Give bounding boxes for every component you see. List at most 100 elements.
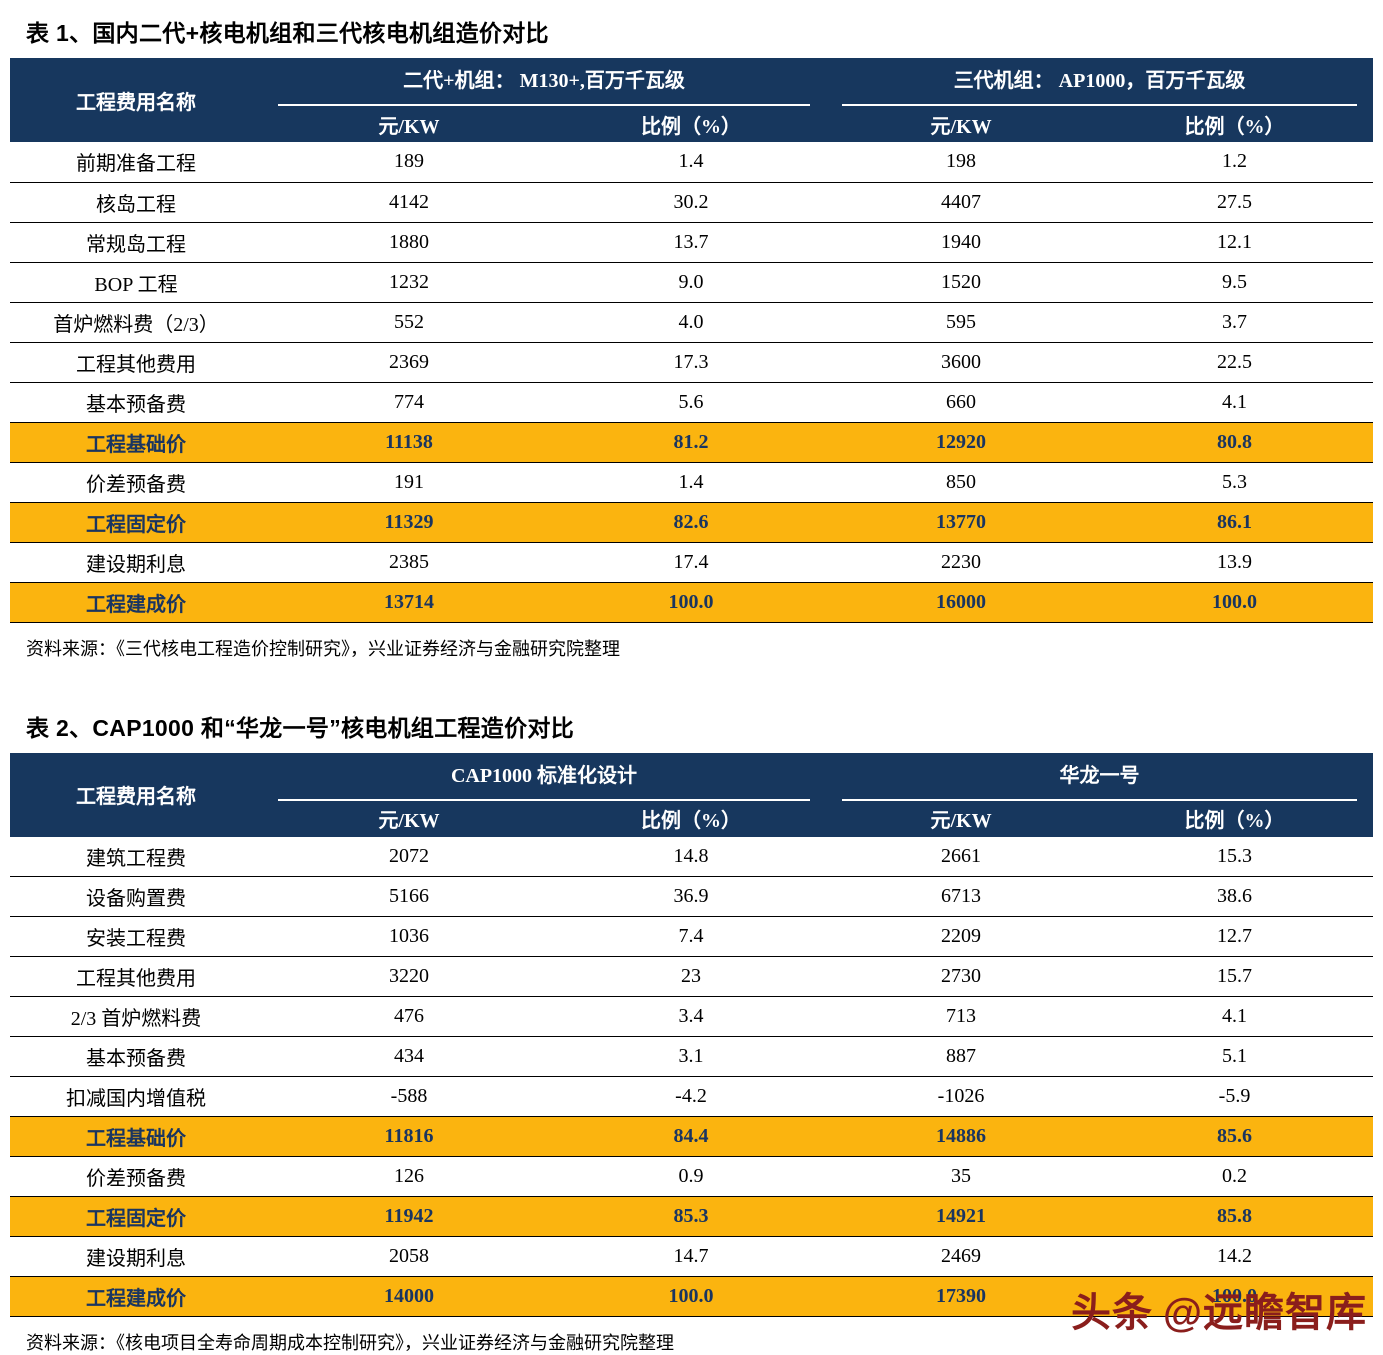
- row-label: 建设期利息: [10, 1236, 262, 1277]
- cell-value: 17.3: [556, 342, 827, 383]
- table-row: 建设期利息 2385 17.4 2230 13.9: [10, 542, 1374, 583]
- watermark-brand: 头条: [1070, 1291, 1153, 1335]
- cell-value: 3.7: [1096, 302, 1374, 343]
- table-row: 安装工程费 1036 7.4 2209 12.7: [10, 916, 1374, 957]
- summary-row: 工程基础价 11816 84.4 14886 85.6: [10, 1116, 1374, 1157]
- cell-value: 1036: [262, 916, 556, 957]
- cell-value: 13770: [826, 502, 1097, 543]
- table2-subheader-ratio2: 比例（%）: [1096, 800, 1374, 837]
- cell-value: 191: [262, 462, 556, 503]
- row-label: 工程其他费用: [10, 956, 262, 997]
- cell-value: 2230: [826, 542, 1097, 583]
- cell-value: 80.8: [1096, 422, 1374, 463]
- row-label: 价差预备费: [10, 462, 262, 503]
- cell-value: 1.4: [556, 462, 827, 503]
- row-label: 工程基础价: [10, 1116, 262, 1157]
- table2-group-header-row: 工程费用名称 CAP1000 标准化设计 华龙一号: [10, 752, 1374, 837]
- cell-value: 14.8: [556, 836, 827, 877]
- cell-value: 27.5: [1096, 182, 1374, 223]
- cell-value: 5.6: [556, 382, 827, 423]
- table-row: 前期准备工程 189 1.4 198 1.2: [10, 142, 1374, 183]
- cell-value: 13.9: [1096, 542, 1374, 583]
- cell-value: 5166: [262, 876, 556, 917]
- row-label: 建筑工程费: [10, 836, 262, 877]
- cell-value: 1.4: [556, 142, 827, 183]
- cell-value: 4142: [262, 182, 556, 223]
- cell-value: 7.4: [556, 916, 827, 957]
- table1-subheader-ratio1: 比例（%）: [556, 106, 827, 142]
- cell-value: 476: [262, 996, 556, 1037]
- cell-value: 100.0: [556, 1276, 827, 1317]
- cell-value: 4.0: [556, 302, 827, 343]
- cell-value: 14921: [826, 1196, 1097, 1237]
- cell-value: 85.6: [1096, 1116, 1374, 1157]
- watermark: 头条 @远瞻智库: [1071, 1280, 1367, 1338]
- cell-value: 189: [262, 142, 556, 183]
- cell-value: 9.5: [1096, 262, 1374, 303]
- cell-value: 2469: [826, 1236, 1097, 1277]
- cell-value: 14.7: [556, 1236, 827, 1277]
- cell-value: 4.1: [1096, 382, 1374, 423]
- summary-row: 工程固定价 11329 82.6 13770 86.1: [10, 502, 1374, 543]
- cell-value: 17390: [826, 1276, 1097, 1317]
- cell-value: -588: [262, 1076, 556, 1117]
- table1: 工程费用名称 二代+机组： M130+,百万千瓦级 三代机组： AP1000，百…: [10, 58, 1374, 623]
- cell-value: 22.5: [1096, 342, 1374, 383]
- cell-value: 1232: [262, 262, 556, 303]
- row-label: 扣减国内增值税: [10, 1076, 262, 1117]
- cell-value: 434: [262, 1036, 556, 1077]
- cell-value: 2209: [826, 916, 1097, 957]
- table2-header: 工程费用名称 CAP1000 标准化设计 华龙一号 元/KW 比例（%） 元/K…: [10, 752, 1374, 837]
- table-row: 基本预备费 774 5.6 660 4.1: [10, 382, 1374, 423]
- row-label: 价差预备费: [10, 1156, 262, 1197]
- table1-title: 表 1、国内二代+核电机组和三代核电机组造价对比: [26, 20, 549, 46]
- cell-value: 12920: [826, 422, 1097, 463]
- row-label: 工程固定价: [10, 1196, 262, 1237]
- cell-value: 38.6: [1096, 876, 1374, 917]
- cell-value: 12.7: [1096, 916, 1374, 957]
- table-row: BOP 工程 1232 9.0 1520 9.5: [10, 262, 1374, 303]
- cell-value: -4.2: [556, 1076, 827, 1117]
- table2-group2-label: 华龙一号: [842, 753, 1358, 801]
- cell-value: 2385: [262, 542, 556, 583]
- cell-value: 100.0: [1096, 1276, 1374, 1317]
- cell-value: 13.7: [556, 222, 827, 263]
- table2-title: 表 2、CAP1000 和“华龙一号”核电机组工程造价对比: [26, 714, 574, 741]
- cell-value: 713: [826, 996, 1097, 1037]
- table1-subheader-unit1: 元/KW: [262, 106, 556, 142]
- cell-value: 2369: [262, 342, 556, 383]
- table2-group1-header: CAP1000 标准化设计: [262, 752, 827, 801]
- summary-row: 工程基础价 11138 81.2 12920 80.8: [10, 422, 1374, 463]
- table2-subheader-ratio1: 比例（%）: [556, 800, 827, 837]
- cell-value: 36.9: [556, 876, 827, 917]
- cell-value: 11138: [262, 422, 556, 463]
- cell-value: 100.0: [1096, 582, 1374, 623]
- cell-value: 14000: [262, 1276, 556, 1317]
- table2-group2-header: 华龙一号: [826, 752, 1374, 801]
- table-row: 2/3 首炉燃料费 476 3.4 713 4.1: [10, 996, 1374, 1037]
- row-label: 核岛工程: [10, 182, 262, 223]
- row-label: 工程基础价: [10, 422, 262, 463]
- cell-value: 595: [826, 302, 1097, 343]
- cell-value: 887: [826, 1036, 1097, 1077]
- table1-subheader-ratio2: 比例（%）: [1096, 106, 1374, 142]
- row-label: 常规岛工程: [10, 222, 262, 263]
- cell-value: 1940: [826, 222, 1097, 263]
- cell-value: 3220: [262, 956, 556, 997]
- cell-value: 1.2: [1096, 142, 1374, 183]
- cell-value: 3.1: [556, 1036, 827, 1077]
- row-label: 建设期利息: [10, 542, 262, 583]
- table-row: 基本预备费 434 3.1 887 5.1: [10, 1036, 1374, 1077]
- table-row: 工程其他费用 2369 17.3 3600 22.5: [10, 342, 1374, 383]
- cell-value: 35: [826, 1156, 1097, 1197]
- cell-value: 552: [262, 302, 556, 343]
- row-label: 安装工程费: [10, 916, 262, 957]
- watermark-handle: @远瞻智库: [1162, 1291, 1367, 1335]
- cell-value: 11816: [262, 1116, 556, 1157]
- table-row: 建设期利息 2058 14.7 2469 14.2: [10, 1236, 1374, 1277]
- cell-value: 11329: [262, 502, 556, 543]
- table-row: 价差预备费 126 0.9 35 0.2: [10, 1156, 1374, 1197]
- table-row: 设备购置费 5166 36.9 6713 38.6: [10, 876, 1374, 917]
- table2: 工程费用名称 CAP1000 标准化设计 华龙一号 元/KW 比例（%） 元/K…: [10, 752, 1374, 1317]
